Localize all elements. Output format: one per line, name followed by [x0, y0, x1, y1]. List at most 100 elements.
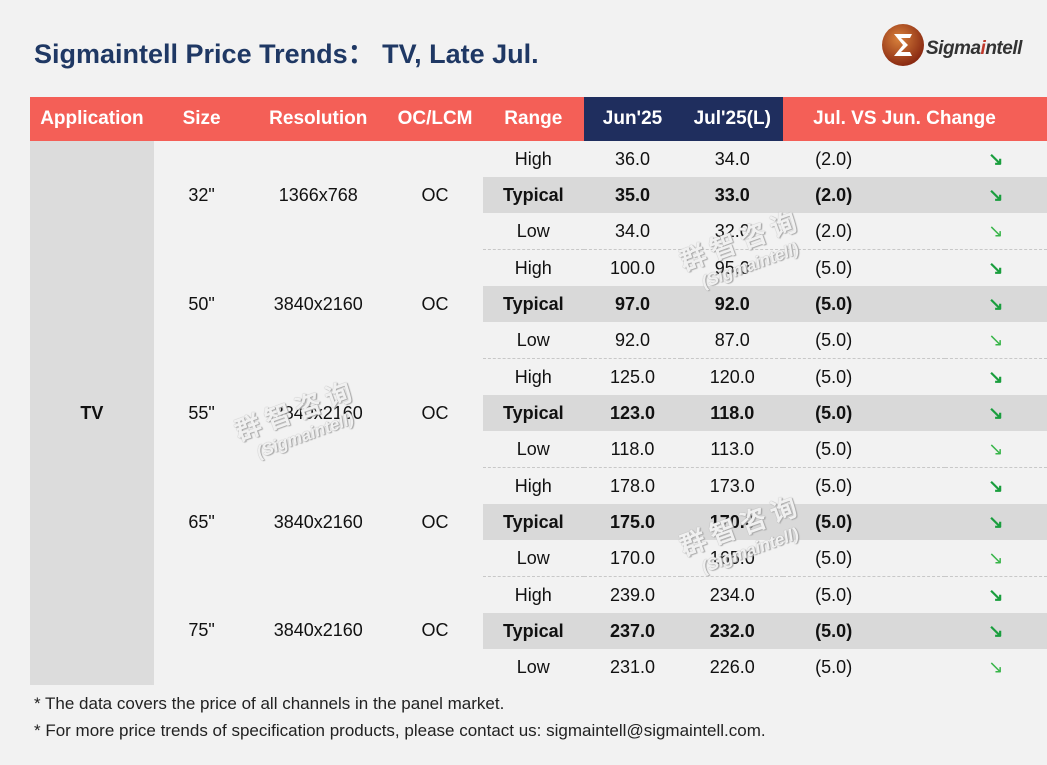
header-oc-lcm: OC/LCM	[387, 97, 483, 141]
footnotes: * The data covers the price of all chann…	[34, 690, 766, 744]
jul-price-cell: 33.0	[681, 177, 784, 213]
table-row: 65" 3840x2160 OC High 178.0 173.0 (5.0) ↘	[30, 468, 1047, 532]
change-value-cell: (5.0)	[783, 395, 945, 431]
size-cell: 55"	[188, 402, 215, 423]
change-value-cell: (5.0)	[783, 613, 945, 649]
down-arrow-icon: ↘	[944, 213, 1047, 250]
table-row: Typical 35.0 33.0 (2.0) ↘	[30, 177, 1047, 213]
header-jun: Jun'25	[583, 97, 682, 141]
resolution-cell: 3840x2160	[273, 620, 363, 641]
resolution-cell: 3840x2160	[273, 402, 363, 423]
change-value-cell: (5.0)	[815, 257, 853, 278]
table-row: Typical 237.0 232.0 (5.0) ↘	[30, 613, 1047, 649]
change-value-cell: (5.0)	[783, 431, 945, 468]
table-body: TV 32" 1366x768 OC High 36.0 34.0 (2.0) ↘ Typical…	[30, 141, 1047, 685]
jul-price-cell: 120.0	[709, 366, 755, 387]
table-row: Low 92.0 87.0 (5.0) ↘	[30, 322, 1047, 359]
down-arrow-icon: ↘	[988, 257, 1004, 278]
jun-price-cell: 178.0	[609, 475, 656, 496]
change-value-cell: (5.0)	[783, 504, 945, 540]
change-value-cell: (2.0)	[783, 213, 945, 250]
page-title: Sigmaintell Price Trends： TV, Late Jul.	[34, 39, 539, 69]
range-cell: Low	[482, 322, 584, 359]
jul-price-cell: 92.0	[681, 286, 784, 322]
down-arrow-icon: ↘	[988, 584, 1004, 605]
jun-price-cell: 175.0	[583, 504, 682, 540]
jun-price-cell: 125.0	[609, 366, 656, 387]
table-row: Low 170.0 165.0 (5.0) ↘	[30, 540, 1047, 577]
size-cell: 32"	[188, 184, 215, 205]
table-row: Typical 175.0 170.0 (5.0) ↘	[30, 504, 1047, 540]
jun-price-cell: 92.0	[583, 322, 682, 359]
footnote-1: * The data covers the price of all chann…	[34, 694, 505, 713]
range-cell: Typical	[482, 395, 584, 431]
table-row: 55" 3840x2160 OC High 125.0 120.0 (5.0) ↘	[30, 359, 1047, 423]
range-cell: High	[514, 257, 552, 278]
jul-price-cell: 118.0	[681, 395, 784, 431]
change-value-cell: (5.0)	[783, 322, 945, 359]
jul-price-cell: 87.0	[681, 322, 784, 359]
size-cell: 75"	[188, 620, 215, 641]
change-value-cell: (5.0)	[783, 286, 945, 322]
change-value-cell: (5.0)	[815, 584, 853, 605]
down-arrow-icon: ↘	[944, 286, 1047, 322]
jul-price-cell: 226.0	[709, 656, 755, 677]
header-application: Application	[30, 97, 154, 141]
table-row: Typical 123.0 118.0 (5.0) ↘	[30, 395, 1047, 431]
down-arrow-icon: ↘	[988, 148, 1004, 169]
size-cell: 65"	[188, 511, 215, 532]
down-arrow-icon: ↘	[944, 504, 1047, 540]
range-cell: Typical	[482, 177, 584, 213]
down-arrow-icon: ↘	[944, 322, 1047, 359]
size-cell: 50"	[188, 293, 215, 314]
jul-price-cell: 95.0	[714, 257, 750, 278]
range-cell: Typical	[482, 504, 584, 540]
table-row: Low 118.0 113.0 (5.0) ↘	[30, 431, 1047, 468]
range-cell: High	[514, 148, 552, 169]
table-row: Typical 97.0 92.0 (5.0) ↘	[30, 286, 1047, 322]
down-arrow-icon: ↘	[944, 540, 1047, 577]
header-jul: Jul'25(L)	[681, 97, 784, 141]
jun-price-cell: 100.0	[609, 257, 656, 278]
down-arrow-icon: ↘	[988, 475, 1004, 496]
jun-price-cell: 34.0	[583, 213, 682, 250]
logo-mark-icon	[882, 24, 924, 66]
range-cell: Low	[516, 656, 550, 677]
jun-price-cell: 118.0	[583, 431, 682, 468]
table-row: 75" 3840x2160 OC High 239.0 234.0 (5.0) ↘	[30, 577, 1047, 641]
oc-lcm-cell: OC	[421, 511, 449, 532]
logo-text: Sigmaintell	[926, 38, 1022, 59]
down-arrow-icon: ↘	[944, 431, 1047, 468]
down-arrow-icon: ↘	[944, 177, 1047, 213]
jun-price-cell: 170.0	[583, 540, 682, 577]
jul-price-cell: 165.0	[681, 540, 784, 577]
sigmaintell-logo: Sigmaintell	[880, 22, 1022, 70]
jul-price-cell: 232.0	[681, 613, 784, 649]
footnote-2: * For more price trends of specification…	[34, 721, 766, 740]
range-cell: Low	[482, 540, 584, 577]
jul-price-cell: 34.0	[714, 148, 750, 169]
jun-price-cell: 35.0	[583, 177, 682, 213]
jul-price-cell: 234.0	[709, 584, 755, 605]
jun-price-cell: 237.0	[583, 613, 682, 649]
table-row: TV 32" 1366x768 OC High 36.0 34.0 (2.0) ↘	[30, 141, 1047, 685]
jul-price-cell: 173.0	[709, 475, 755, 496]
down-arrow-icon: ↘	[944, 395, 1047, 431]
jun-price-cell: 36.0	[614, 148, 651, 169]
oc-lcm-cell: OC	[421, 620, 449, 641]
range-cell: Low	[482, 213, 584, 250]
change-value-cell: (5.0)	[783, 540, 945, 577]
jul-price-cell: 170.0	[681, 504, 784, 540]
table-row: 50" 3840x2160 OC High 100.0 95.0 (5.0) ↘	[30, 250, 1047, 314]
header-resolution: Resolution	[249, 97, 388, 141]
change-value-cell: (5.0)	[815, 656, 853, 677]
jun-price-cell: 239.0	[609, 584, 656, 605]
down-arrow-icon: ↘	[944, 613, 1047, 649]
range-cell: Low	[482, 431, 584, 468]
jun-price-cell: 97.0	[583, 286, 682, 322]
resolution-cell: 1366x768	[278, 184, 358, 205]
application-cell: TV	[30, 141, 154, 685]
change-value-cell: (5.0)	[815, 475, 853, 496]
range-cell: Typical	[482, 286, 584, 322]
resolution-cell: 3840x2160	[273, 511, 363, 532]
